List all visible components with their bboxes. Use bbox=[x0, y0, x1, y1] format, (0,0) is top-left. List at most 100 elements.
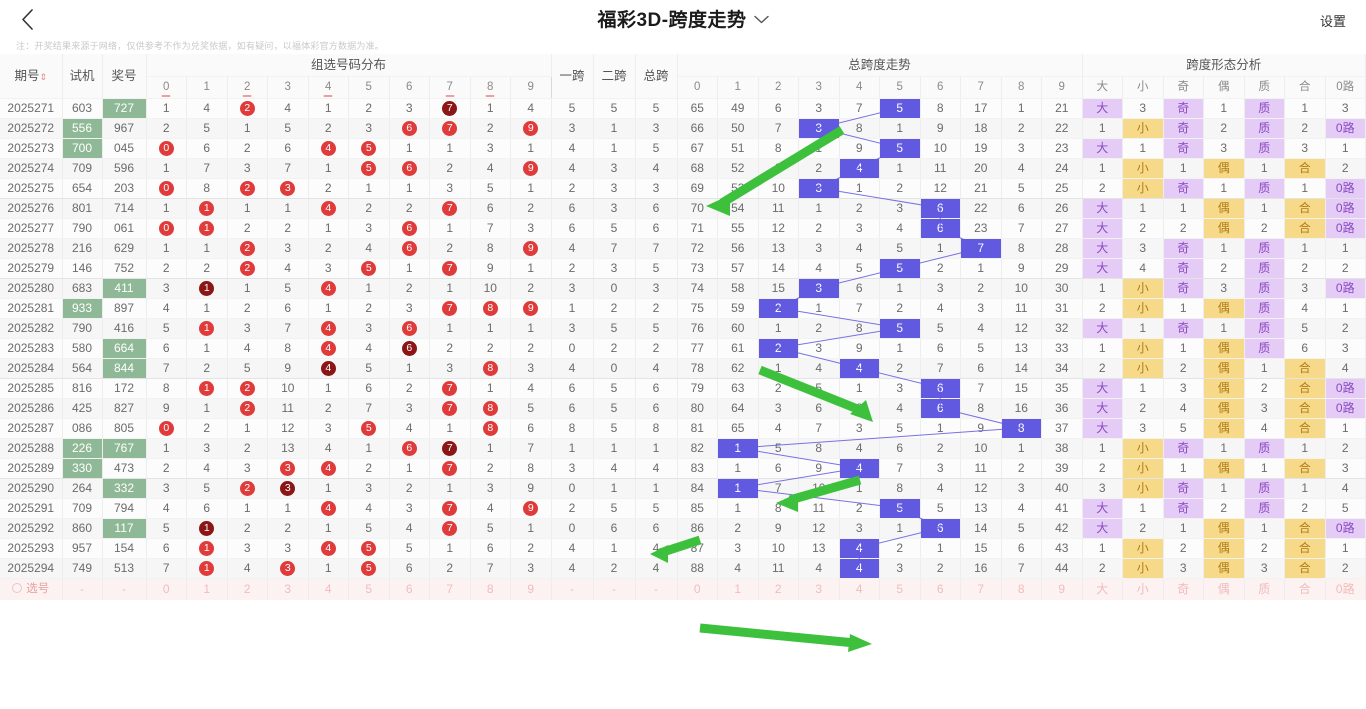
analysis-head-4[interactable]: 质 bbox=[1244, 76, 1285, 99]
back-button[interactable] bbox=[14, 6, 40, 32]
table-row[interactable]: 2025276 801 714 1 1 1 1 4 2 2 7 6 2 6 3 6 70 54 11 1 2 3 6 22 6 2… bbox=[0, 198, 1366, 219]
footer-dist[interactable]: 9 bbox=[510, 578, 552, 600]
footer-dist[interactable]: 0 bbox=[145, 578, 187, 600]
dist-head-5[interactable]: 5 bbox=[348, 76, 390, 99]
table-row[interactable]: 2025278 216 629 1 1 2 3 2 4 6 2 8 9 4 7 7 72 56 13 3 4 5 1 7 8 28… bbox=[0, 238, 1366, 259]
table-row[interactable]: 2025293 957 154 6 1 3 3 4 5 5 1 6 2 4 1 4 87 3 10 13 4 2 1 15 6 4… bbox=[0, 538, 1366, 559]
analysis-head-3[interactable]: 偶 bbox=[1203, 76, 1245, 99]
table-row[interactable]: 2025272 556 967 2 5 1 5 2 3 6 7 2 9 3 1 3 66 50 7 3 8 1 9 18 2 22… bbox=[0, 118, 1366, 139]
table-row[interactable]: 2025291 709 794 4 6 1 1 4 4 3 7 4 9 2 5 5 85 1 8 11 2 5 5 13 4 41… bbox=[0, 498, 1366, 519]
footer-dist[interactable]: 8 bbox=[470, 578, 511, 600]
table-row[interactable]: 2025288 226 767 1 3 2 13 4 1 6 7 1 7 1 1 1 82 1 5 8 4 6 2 10 1 38… bbox=[0, 438, 1366, 459]
cell-issue[interactable]: 2025286 bbox=[0, 398, 63, 419]
sort-icon[interactable]: ⇕ bbox=[39, 71, 48, 82]
table-row[interactable]: 2025292 860 117 5 1 2 2 1 5 4 7 5 1 0 6 6 86 2 9 12 3 1 6 14 5 42… bbox=[0, 518, 1366, 539]
footer-dist[interactable]: 6 bbox=[389, 578, 430, 600]
analysis-head-0[interactable]: 大 bbox=[1081, 76, 1123, 99]
footer-trend[interactable]: 6 bbox=[920, 578, 961, 600]
table-row[interactable]: 2025281 933 897 4 1 2 6 1 2 3 7 8 9 1 2 2 75 59 2 1 7 2 4 3 11 31… bbox=[0, 298, 1366, 319]
dist-head-8[interactable]: 8 bbox=[470, 76, 511, 99]
analysis-head-2[interactable]: 奇 bbox=[1163, 76, 1204, 99]
table-row[interactable]: 2025283 580 664 6 1 4 8 4 4 6 2 2 2 0 2 2 77 61 2 3 9 1 6 5 13 33… bbox=[0, 338, 1366, 359]
footer-analysis[interactable]: 合 bbox=[1284, 578, 1326, 600]
footer-analysis[interactable]: 奇 bbox=[1163, 578, 1204, 600]
cell-issue[interactable]: 2025288 bbox=[0, 438, 63, 459]
cell-issue[interactable]: 2025282 bbox=[0, 318, 63, 339]
table-row[interactable]: 2025275 654 203 0 8 2 3 2 1 1 3 5 1 2 3 3 69 53 10 3 1 2 12 21 5… bbox=[0, 178, 1366, 199]
cell-issue[interactable]: 2025281 bbox=[0, 298, 63, 319]
settings-button[interactable]: 设置 bbox=[1319, 14, 1346, 29]
cell-issue[interactable]: 2025274 bbox=[0, 158, 63, 179]
footer-trend[interactable]: 0 bbox=[676, 578, 718, 600]
table-row[interactable]: 2025273 700 045 0 6 2 6 4 5 1 1 3 1 4 1 5 67 51 8 1 9 5 10 19 3 2… bbox=[0, 138, 1366, 159]
footer-trend[interactable]: 8 bbox=[1001, 578, 1042, 600]
cell-issue[interactable]: 2025287 bbox=[0, 418, 63, 439]
dist-head-7[interactable]: 7 bbox=[429, 76, 471, 99]
trend-head-0[interactable]: 0 bbox=[676, 76, 718, 99]
trend-head-1[interactable]: 1 bbox=[717, 76, 759, 99]
cell-issue[interactable]: 2025292 bbox=[0, 518, 63, 539]
cell-issue[interactable]: 2025294 bbox=[0, 558, 63, 579]
footer-dist[interactable]: 7 bbox=[429, 578, 471, 600]
table-row[interactable]: 2025282 790 416 5 1 3 7 4 3 6 1 1 1 3 5 5 76 60 1 2 8 5 5 4 12 32… bbox=[0, 318, 1366, 339]
footer-analysis[interactable]: 偶 bbox=[1203, 578, 1245, 600]
col-issue[interactable]: 期号⇕ bbox=[0, 54, 63, 99]
dist-head-9[interactable]: 9 bbox=[510, 76, 552, 99]
trend-head-6[interactable]: 6 bbox=[920, 76, 961, 99]
select-number-button[interactable]: 选号 bbox=[0, 578, 63, 600]
trend-head-3[interactable]: 3 bbox=[798, 76, 840, 99]
analysis-head-5[interactable]: 合 bbox=[1284, 76, 1326, 99]
footer-analysis[interactable]: 小 bbox=[1122, 578, 1164, 600]
footer-trend[interactable]: 4 bbox=[839, 578, 880, 600]
footer-trend[interactable]: 5 bbox=[879, 578, 921, 600]
analysis-head-6[interactable]: 0路 bbox=[1325, 76, 1366, 99]
cell-issue[interactable]: 2025273 bbox=[0, 138, 63, 159]
trend-head-2[interactable]: 2 bbox=[758, 76, 799, 99]
table-row[interactable]: 2025290 264 332 3 5 2 3 1 3 2 1 3 9 0 1 1 84 1 7 10 1 8 4 12 3 40… bbox=[0, 478, 1366, 499]
table-row[interactable]: 2025280 683 411 3 1 1 5 4 1 2 1 10 2 3 0 3 74 58 15 3 6 1 3 2 10… bbox=[0, 278, 1366, 299]
footer-row[interactable]: 选号 - -0 1 2 3 4 5 6 7 8 9- - -0 1 2 3 4 5 6 7 8 9 大小奇偶质合 0路 bbox=[0, 578, 1366, 600]
footer-trend[interactable]: 7 bbox=[960, 578, 1002, 600]
footer-analysis[interactable]: 质 bbox=[1244, 578, 1285, 600]
cell-issue[interactable]: 2025275 bbox=[0, 178, 63, 199]
trend-head-8[interactable]: 8 bbox=[1001, 76, 1042, 99]
footer-analysis[interactable]: 大 bbox=[1081, 578, 1123, 600]
dist-head-0[interactable]: 0 bbox=[145, 76, 187, 99]
cell-issue[interactable]: 2025284 bbox=[0, 358, 63, 379]
table-row[interactable]: 2025274 709 596 1 7 3 7 1 5 6 2 4 9 4 3 4 68 52 9 2 4 1 11 20 4 2… bbox=[0, 158, 1366, 179]
dist-head-1[interactable]: 1 bbox=[186, 76, 228, 99]
footer-trend[interactable]: 3 bbox=[798, 578, 840, 600]
cell-issue[interactable]: 2025289 bbox=[0, 458, 63, 479]
dist-head-4[interactable]: 4 bbox=[308, 76, 349, 99]
dist-head-2[interactable]: 2 bbox=[227, 76, 268, 99]
footer-dist[interactable]: 2 bbox=[227, 578, 268, 600]
title-dropdown[interactable]: 福彩3D-跨度走势 bbox=[597, 5, 769, 32]
footer-trend[interactable]: 1 bbox=[717, 578, 759, 600]
table-row[interactable]: 2025284 564 844 7 2 5 9 4 5 1 3 8 3 4 0 4 78 62 1 4 4 2 7 6 14 34… bbox=[0, 358, 1366, 379]
footer-trend[interactable]: 9 bbox=[1041, 578, 1083, 600]
cell-issue[interactable]: 2025278 bbox=[0, 238, 63, 259]
table-row[interactable]: 2025286 425 827 9 1 2 11 2 7 3 7 8 5 6 5 6 80 64 3 6 2 4 6 8 16 3… bbox=[0, 398, 1366, 419]
cell-issue[interactable]: 2025272 bbox=[0, 118, 63, 139]
footer-dist[interactable]: 3 bbox=[267, 578, 309, 600]
analysis-head-1[interactable]: 小 bbox=[1122, 76, 1164, 99]
cell-issue[interactable]: 2025283 bbox=[0, 338, 63, 359]
checkbox-icon[interactable] bbox=[12, 583, 23, 593]
trend-head-7[interactable]: 7 bbox=[960, 76, 1002, 99]
cell-issue[interactable]: 2025280 bbox=[0, 278, 63, 299]
cell-issue[interactable]: 2025279 bbox=[0, 258, 63, 279]
trend-head-4[interactable]: 4 bbox=[839, 76, 880, 99]
trend-head-5[interactable]: 5 bbox=[879, 76, 921, 99]
footer-trend[interactable]: 2 bbox=[758, 578, 799, 600]
table-row[interactable]: 2025289 330 473 2 4 3 3 4 2 1 7 2 8 3 4 4 83 1 6 9 4 7 3 11 2 39 2… bbox=[0, 458, 1366, 479]
footer-dist[interactable]: 5 bbox=[348, 578, 390, 600]
table-row[interactable]: 2025279 146 752 2 2 2 4 3 5 1 7 9 1 2 3 5 73 57 14 4 5 5 2 1 9 29… bbox=[0, 258, 1366, 279]
cell-issue[interactable]: 2025285 bbox=[0, 378, 63, 399]
table-row[interactable]: 2025271 603 727 1 4 2 4 1 2 3 7 1 4 5 5 5 65 49 6 3 7 5 8 17 1 21… bbox=[0, 98, 1366, 119]
cell-issue[interactable]: 2025293 bbox=[0, 538, 63, 559]
table-row[interactable]: 2025294 749 513 7 1 4 3 1 5 6 2 7 3 4 2 4 88 4 11 4 4 3 2 16 7 44… bbox=[0, 558, 1366, 579]
cell-issue[interactable]: 2025271 bbox=[0, 98, 63, 119]
table-row[interactable]: 2025287 086 805 0 2 1 12 3 5 4 1 8 6 8 5 8 81 65 4 7 3 5 1 9 8 37… bbox=[0, 418, 1366, 439]
table-row[interactable]: 2025277 790 061 0 1 2 2 1 3 6 1 7 3 6 5 6 71 55 12 2 3 4 6 23 7 2… bbox=[0, 218, 1366, 239]
cell-issue[interactable]: 2025276 bbox=[0, 198, 63, 219]
